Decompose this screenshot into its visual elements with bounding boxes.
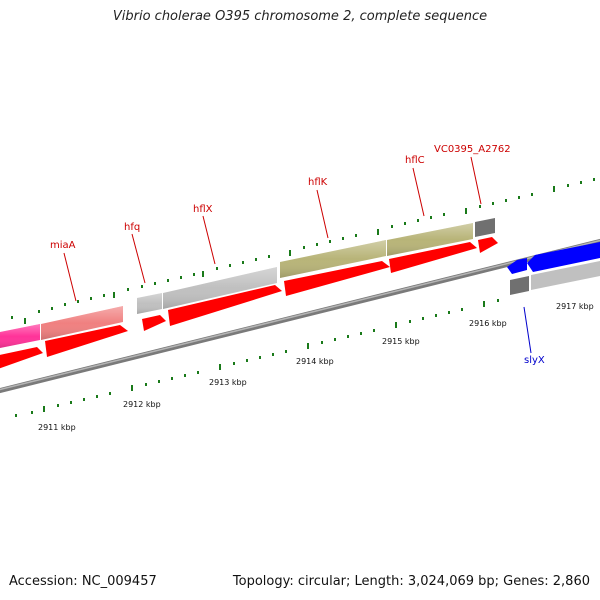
- cds-arrow[interactable]: [45, 325, 128, 357]
- kbp-label-2911: 2911 kbp: [38, 423, 76, 432]
- gene-label-hflC: hflC: [405, 155, 425, 166]
- kbp-label-2913: 2913 kbp: [209, 378, 247, 387]
- gene-feature-gray[interactable]: [531, 261, 600, 290]
- genome-summary-text: Topology: circular; Length: 3,024,069 bp…: [232, 574, 590, 589]
- gene-label-VC0395_A2762: VC0395_A2762: [434, 144, 511, 155]
- gene-feature-slyX[interactable]: [510, 276, 529, 295]
- cds-arrow[interactable]: [478, 237, 498, 253]
- cds-arrow[interactable]: [389, 242, 477, 273]
- gene-label-hflK: hflK: [308, 177, 328, 188]
- outer-tick-ring: [11, 178, 595, 324]
- label-leaders: [63, 156, 532, 354]
- accession-text: Accession: NC_009457: [9, 574, 157, 589]
- kbp-label-2917: 2917 kbp: [556, 302, 594, 311]
- gene-label-miaA: miaA: [50, 240, 76, 251]
- kbp-label-2916: 2916 kbp: [469, 319, 507, 328]
- cds-arrow[interactable]: [142, 315, 166, 331]
- gene-label-hfq: hfq: [124, 222, 141, 233]
- cds-arrow[interactable]: [168, 285, 282, 326]
- kbp-label-2915: 2915 kbp: [382, 337, 420, 346]
- kbp-label-2912: 2912 kbp: [123, 400, 161, 409]
- outer-gene-track: [0, 218, 495, 348]
- gene-feature-blue[interactable]: [527, 242, 600, 272]
- outer-cds-track: [0, 237, 498, 370]
- cds-arrow[interactable]: [0, 347, 43, 370]
- map-title: Vibrio cholerae O395 chromosome 2, compl…: [112, 9, 488, 24]
- kbp-label-2914: 2914 kbp: [296, 357, 334, 366]
- inner-tick-ring: [15, 299, 499, 417]
- gene-label-hflX: hflX: [193, 204, 213, 215]
- inner-gene-track: [507, 242, 600, 295]
- chromosome-backbone: [0, 238, 600, 394]
- cds-arrow[interactable]: [284, 261, 390, 296]
- gene-label-slyX: slyX: [524, 355, 545, 366]
- gene-feature-VC0395_A2762[interactable]: [475, 218, 495, 237]
- cds-arrow-reverse[interactable]: [507, 258, 527, 274]
